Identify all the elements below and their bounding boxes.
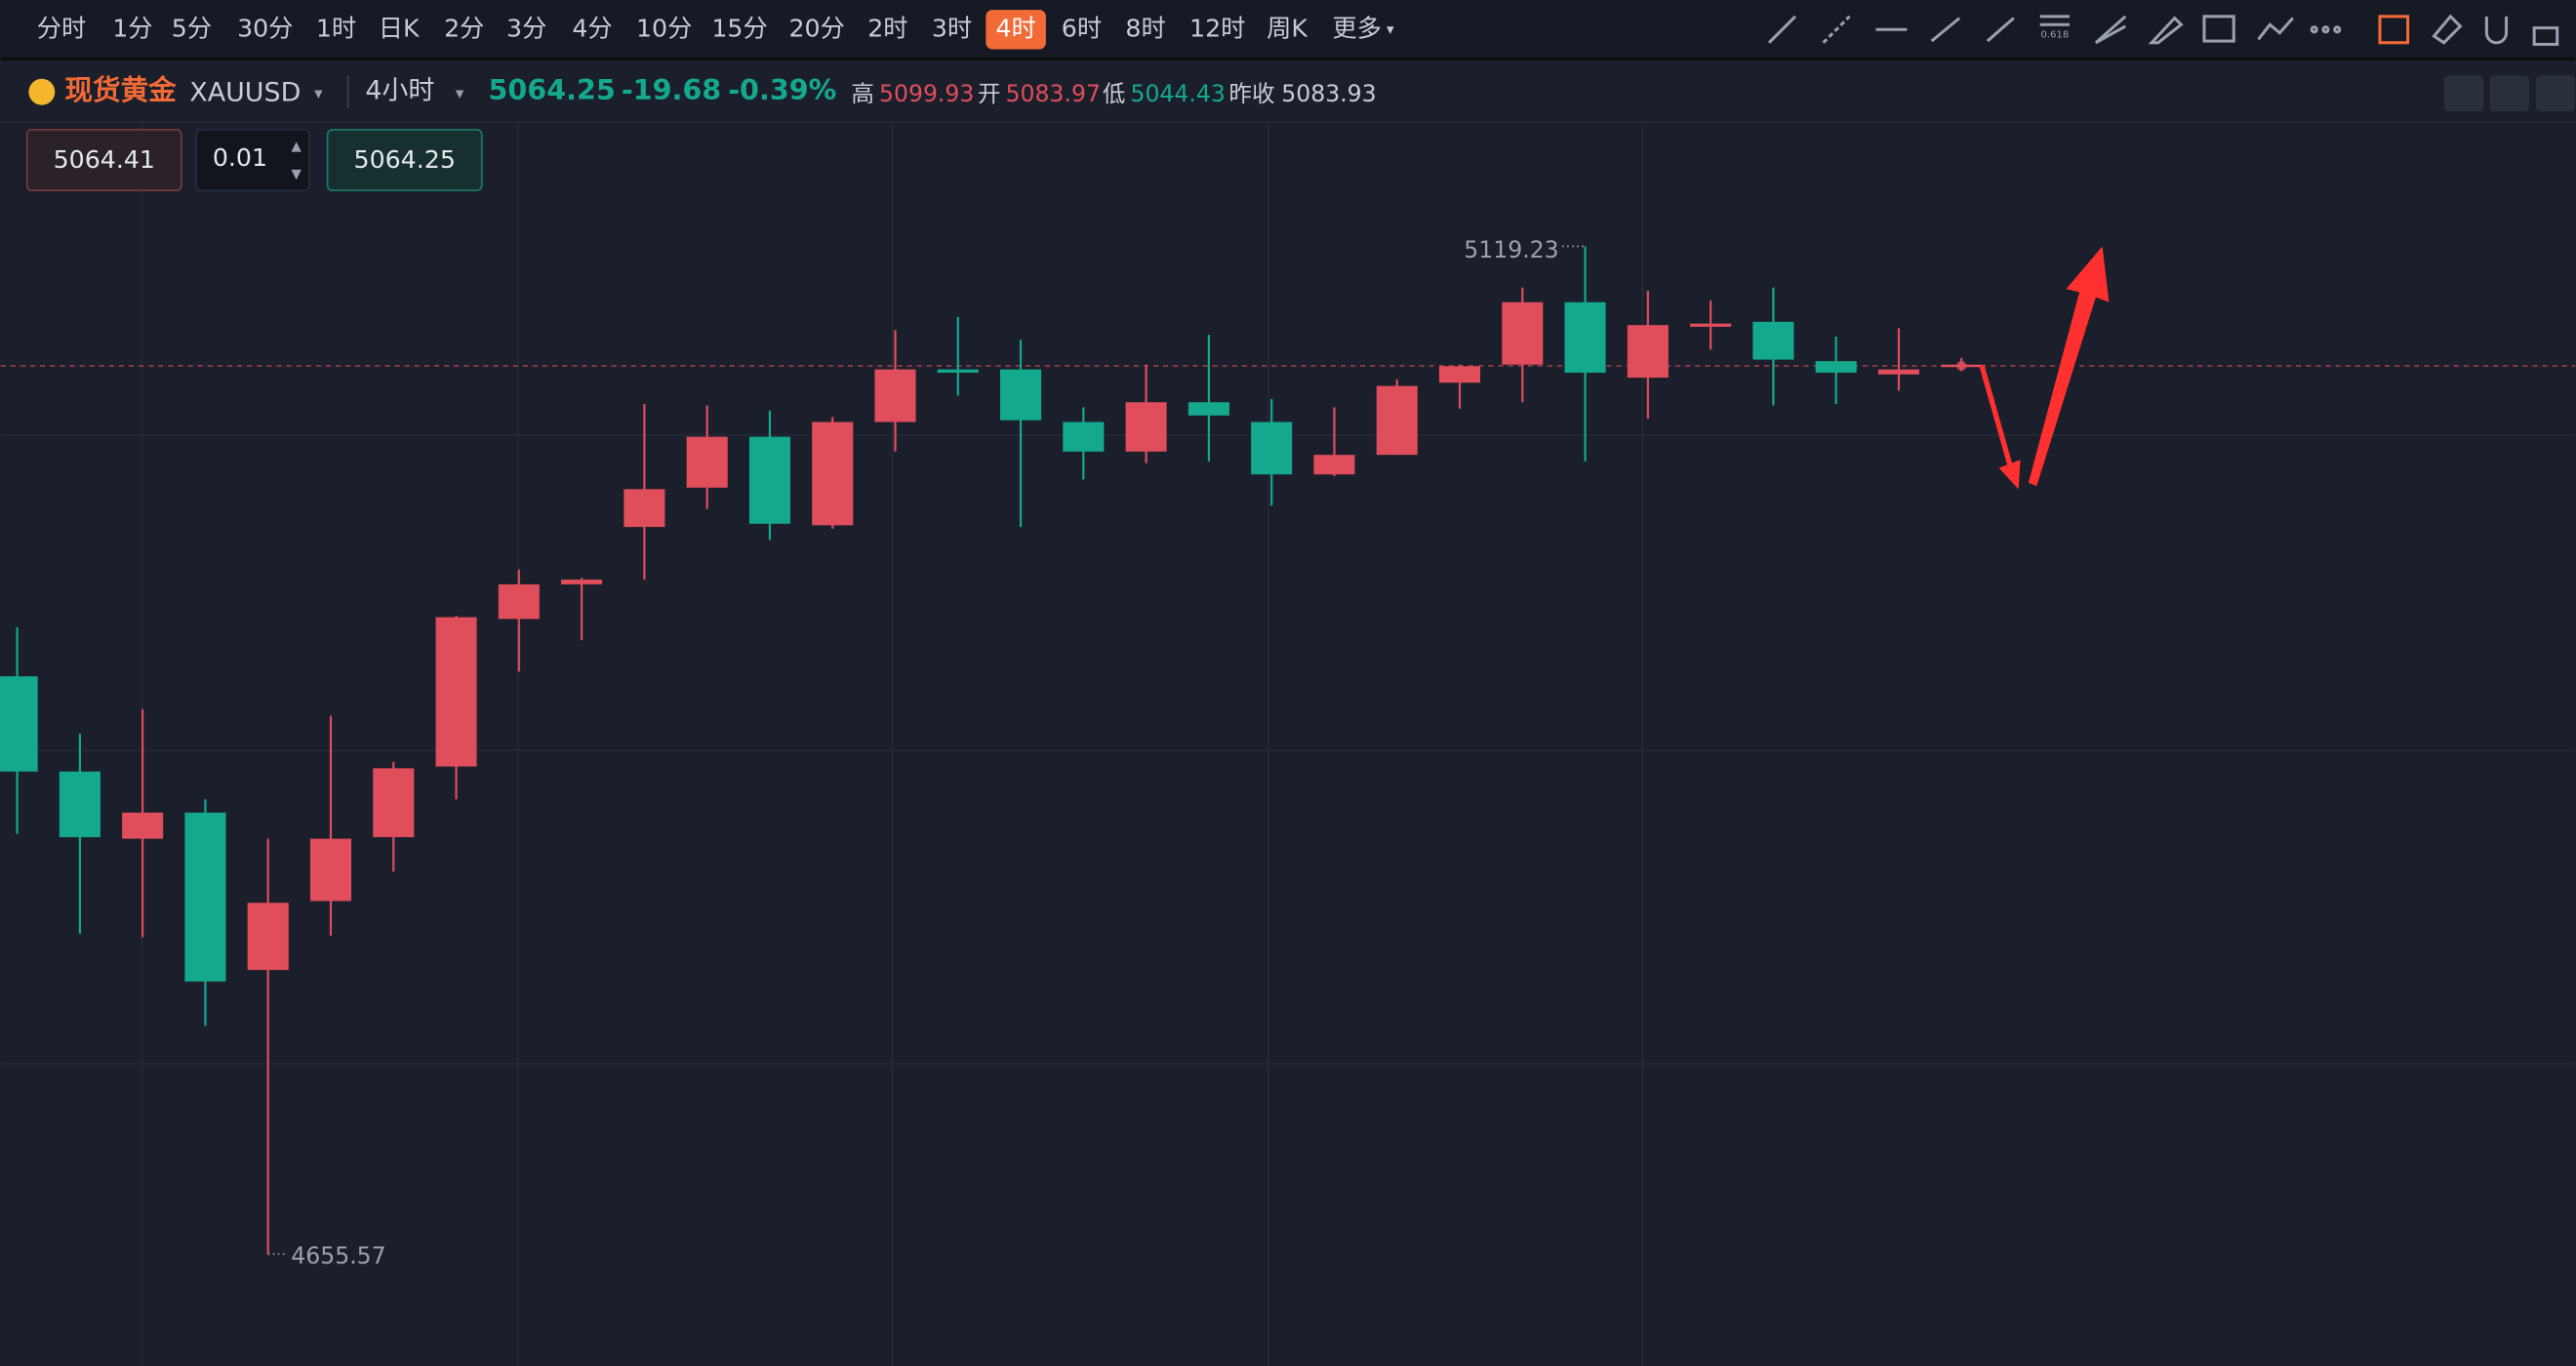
symbol-name[interactable]: 现货黄金	[64, 73, 177, 106]
timeframe[interactable]: 12时	[1189, 14, 1245, 42]
sell-button[interactable]	[25, 129, 182, 192]
candle-body	[1187, 402, 1229, 416]
candle-body	[1690, 323, 1732, 327]
candle-body	[1063, 422, 1105, 452]
timeframe[interactable]: 3时	[932, 14, 972, 42]
open: 5083.97	[1006, 80, 1101, 107]
toolbar	[0, 0, 2576, 58]
candle-body	[373, 768, 415, 838]
candle-body	[937, 369, 979, 373]
annotation-arrows	[1979, 246, 2110, 490]
timeframe[interactable]: 分时	[37, 14, 86, 42]
prev-label: 昨收	[1228, 80, 1274, 107]
candle-body	[498, 583, 540, 620]
sell-price[interactable]: 5064.41	[54, 145, 155, 174]
qty-input[interactable]	[195, 129, 310, 192]
fib-icon: 0.618	[2040, 29, 2069, 40]
candle-body	[309, 838, 352, 902]
candle-body	[1376, 385, 1418, 456]
buy-button[interactable]	[326, 129, 483, 192]
change-pct: -0.39%	[728, 73, 836, 106]
timeframe[interactable]: 日K	[379, 14, 421, 42]
prev-close: 5083.93	[1281, 80, 1376, 107]
candle-body	[624, 489, 665, 528]
timeframe[interactable]: 30分	[237, 14, 293, 42]
timeframe[interactable]: 15分	[711, 14, 767, 42]
candle-body	[1564, 301, 1606, 373]
drawing-tools[interactable]	[1767, 14, 2559, 46]
candle-body	[247, 903, 289, 971]
timeframe[interactable]: 6时	[1062, 14, 1102, 42]
symbol-code[interactable]: XAUUSD	[189, 77, 301, 107]
candle-body	[1438, 366, 1481, 383]
candle-body	[1627, 325, 1669, 379]
candle-body	[748, 436, 790, 524]
change: -19.68	[622, 73, 721, 106]
timeframe[interactable]: 4时	[995, 14, 1035, 42]
candle-body	[1815, 361, 1857, 373]
low-label: 低	[1103, 80, 1126, 107]
timeframe[interactable]: 更多	[1332, 14, 1381, 42]
candle-body	[1877, 369, 1919, 375]
qty-up[interactable]: ▲	[291, 140, 302, 154]
candle-body	[1000, 369, 1042, 421]
candle-body	[1752, 321, 1794, 360]
candle-body	[561, 580, 603, 584]
low-label: 4655.57	[291, 1242, 385, 1269]
candle-body	[1125, 402, 1167, 452]
candle-body	[59, 771, 101, 838]
timeframe[interactable]: 1时	[316, 14, 356, 42]
timeframe[interactable]: 周K	[1267, 14, 1308, 42]
candle-body	[812, 422, 854, 526]
high-label: 高	[851, 80, 874, 107]
dropdown-arrow: ▾	[1387, 20, 1394, 38]
view-buttons[interactable]	[2443, 75, 2576, 112]
qty-down[interactable]: ▼	[291, 167, 302, 181]
price: 5064.25	[489, 73, 616, 106]
dropdown-arrow: ▾	[456, 83, 464, 102]
candle-body	[184, 812, 226, 982]
high: 5099.93	[879, 80, 974, 107]
timeframe[interactable]: 10分	[636, 14, 692, 42]
buy-price[interactable]: 5064.25	[354, 145, 456, 174]
interval[interactable]: 4小时	[365, 76, 434, 106]
plot: 5119.23 4655.57	[0, 236, 2576, 1269]
candle-body	[1313, 455, 1355, 475]
timeframe-active	[986, 10, 1046, 50]
candle-body	[874, 369, 916, 422]
candle-body	[122, 812, 164, 839]
timeframe[interactable]: 3分	[506, 14, 546, 42]
separator	[346, 75, 349, 109]
candle-body	[1502, 301, 1544, 365]
low: 5044.43	[1130, 80, 1225, 107]
timeframe[interactable]: 20分	[788, 14, 844, 42]
dropdown-arrow: ▾	[314, 83, 323, 102]
timeframe[interactable]: 5分	[172, 14, 212, 42]
timeframe[interactable]: 2时	[867, 14, 907, 42]
candle-body	[0, 676, 38, 772]
candle-body	[1251, 422, 1293, 475]
high-label: 5119.23	[1464, 236, 1558, 263]
symbol-icon	[28, 78, 56, 105]
candle-body	[435, 617, 477, 767]
candle-body	[686, 436, 728, 488]
last-price-dot	[1956, 360, 1967, 371]
timeframe[interactable]: 2分	[444, 14, 484, 42]
qty[interactable]: 0.01	[213, 143, 267, 172]
divider	[0, 57, 2576, 61]
open-label: 开	[978, 80, 1001, 107]
timeframe[interactable]: 1分	[112, 14, 152, 42]
timeframe[interactable]: 8时	[1125, 14, 1165, 42]
divider	[0, 121, 2576, 124]
timeframe[interactable]: 4分	[572, 14, 612, 42]
